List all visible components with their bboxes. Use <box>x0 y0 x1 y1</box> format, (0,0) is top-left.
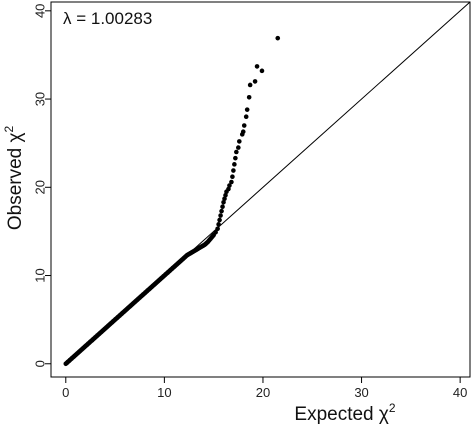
y-tick-label: 10 <box>33 268 48 282</box>
data-point <box>221 199 226 205</box>
data-point <box>243 114 249 120</box>
data-point <box>254 64 260 69</box>
data-point <box>259 68 265 74</box>
y-tick-label: 20 <box>33 180 48 194</box>
data-point <box>275 35 281 41</box>
data-point <box>247 82 253 88</box>
y-tick-label: 30 <box>33 92 48 106</box>
data-point <box>219 208 224 214</box>
data-point <box>217 217 222 223</box>
data-point <box>223 192 228 198</box>
data-point <box>252 79 258 84</box>
data-point <box>215 226 220 232</box>
data-point <box>240 129 246 135</box>
y-axis-title-superscript: 2 <box>2 126 16 133</box>
x-tick-label: 40 <box>453 385 467 400</box>
data-point <box>232 162 237 167</box>
data-point <box>233 155 238 161</box>
x-axis-title: Expected χ2 <box>294 401 395 425</box>
y-axis: 0 10 20 30 40 <box>33 4 51 367</box>
data-point <box>218 213 223 218</box>
data-point <box>226 186 231 192</box>
y-tick-label: 0 <box>33 360 48 367</box>
y-axis-title: Observed χ2 <box>2 126 26 231</box>
x-axis-title-text: Expected χ <box>294 404 388 425</box>
data-point <box>222 196 227 202</box>
data-point <box>236 145 241 150</box>
data-point <box>244 107 250 112</box>
data-point <box>241 123 247 128</box>
data-point <box>216 222 221 227</box>
lambda-annotation: λ = 1.00283 <box>63 9 152 28</box>
data-point <box>231 168 236 173</box>
y-axis-title-text: Observed χ <box>5 133 26 231</box>
plot-frame <box>50 1 471 378</box>
x-tick-label: 0 <box>62 385 69 400</box>
data-points <box>63 35 281 367</box>
data-point <box>246 94 252 100</box>
y-tick-label: 40 <box>33 4 48 18</box>
x-tick-label: 30 <box>354 385 368 400</box>
data-point <box>220 204 225 210</box>
x-axis-title-superscript: 2 <box>389 401 396 415</box>
data-point <box>230 174 235 180</box>
x-axis: 0 10 20 30 40 <box>62 377 467 400</box>
data-point <box>213 229 218 235</box>
data-point <box>234 149 239 155</box>
x-tick-label: 10 <box>157 385 171 400</box>
data-point <box>229 179 234 185</box>
data-point <box>227 183 232 188</box>
data-point <box>237 139 242 144</box>
x-tick-label: 20 <box>256 385 270 400</box>
